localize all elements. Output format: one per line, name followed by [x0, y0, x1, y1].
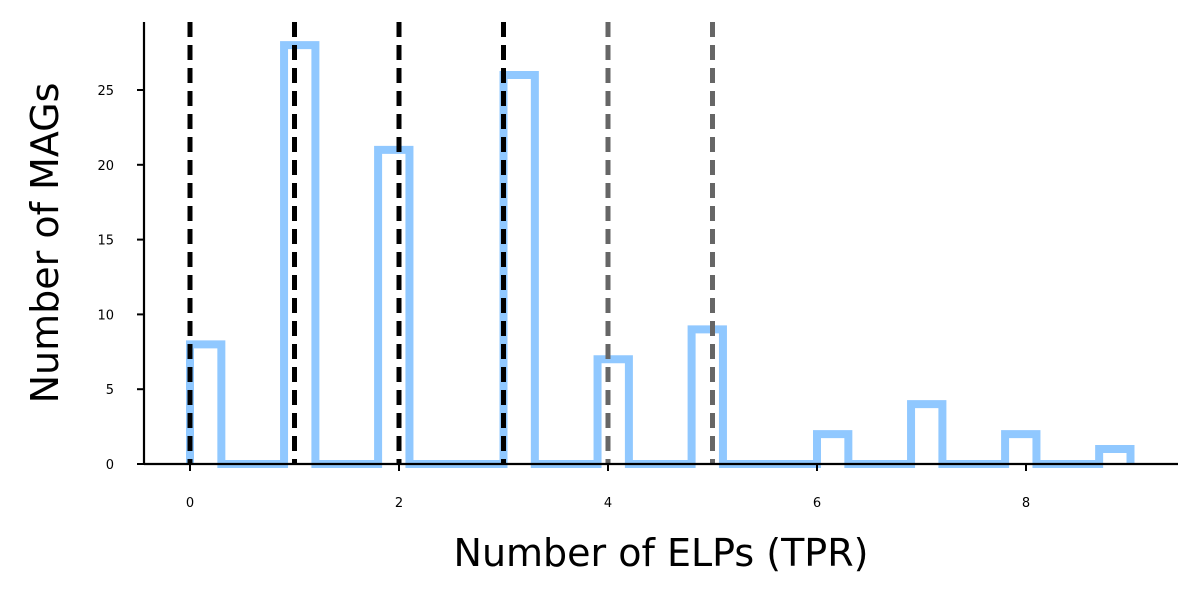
y-tick-label: 15 — [97, 234, 114, 249]
x-tick-label: 8 — [1022, 496, 1030, 511]
x-tick-label: 4 — [604, 496, 612, 511]
y-tick-label: 5 — [106, 383, 114, 398]
reference-lines — [187, 22, 715, 464]
histogram-bin — [598, 359, 629, 464]
histogram-bin — [817, 434, 848, 464]
histogram-bin — [1005, 434, 1036, 464]
x-tick-label: 0 — [186, 496, 194, 511]
plot-area — [186, 41, 1135, 468]
histogram-bin — [378, 150, 409, 464]
x-ticks: 0 2 4 6 8 — [186, 464, 1030, 511]
x-tick-label: 6 — [813, 496, 821, 511]
x-axis-label: Number of ELPs (TPR) — [454, 531, 869, 575]
histogram-bin — [911, 404, 942, 464]
histogram-bin — [284, 45, 315, 464]
histogram-bin — [190, 344, 221, 464]
x-tick-label: 2 — [395, 496, 403, 511]
axes — [142, 22, 1178, 466]
histogram-bin — [692, 329, 723, 464]
y-tick-label: 10 — [97, 308, 114, 323]
y-tick-label: 25 — [97, 84, 114, 99]
y-axis-label: Number of MAGs — [23, 83, 67, 404]
histogram-bin — [504, 75, 535, 464]
histogram-bin — [1099, 449, 1130, 464]
y-ticks: 0 5 10 15 20 25 — [97, 84, 144, 473]
histogram-step-outline — [186, 41, 1135, 468]
y-tick-label: 0 — [106, 458, 114, 473]
y-tick-label: 20 — [97, 159, 114, 174]
